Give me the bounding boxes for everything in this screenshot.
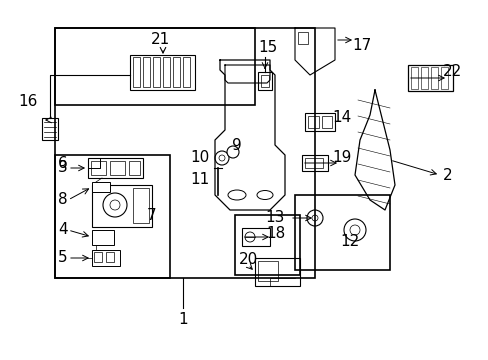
Bar — [242, 228, 269, 246]
Bar — [92, 182, 110, 192]
Bar — [321, 116, 331, 128]
Bar — [258, 261, 278, 281]
Bar — [153, 57, 160, 87]
Bar — [88, 158, 142, 178]
Ellipse shape — [343, 219, 365, 241]
Text: 2: 2 — [442, 167, 452, 183]
Bar — [42, 118, 58, 140]
Text: 20: 20 — [238, 252, 257, 267]
Bar — [254, 258, 299, 286]
Text: 11: 11 — [190, 172, 209, 188]
Text: 16: 16 — [18, 94, 38, 109]
Text: 5: 5 — [58, 251, 68, 266]
Text: 3: 3 — [58, 161, 68, 175]
Bar — [133, 57, 140, 87]
Bar — [129, 161, 140, 175]
Circle shape — [306, 210, 323, 226]
Bar — [305, 113, 334, 131]
Bar — [55, 28, 254, 105]
Bar — [440, 67, 447, 89]
Bar — [92, 250, 120, 266]
Bar — [55, 28, 314, 278]
Text: 9: 9 — [232, 138, 242, 153]
Bar — [55, 155, 170, 278]
Text: 7: 7 — [147, 207, 157, 222]
Bar — [235, 215, 299, 275]
Bar — [302, 155, 327, 171]
Text: 8: 8 — [58, 193, 68, 207]
Bar — [163, 57, 170, 87]
Bar — [94, 252, 102, 262]
Text: 21: 21 — [150, 32, 169, 48]
Bar — [130, 55, 195, 90]
Bar — [297, 32, 307, 44]
Text: 6: 6 — [58, 156, 68, 171]
Bar — [261, 75, 268, 87]
Bar — [133, 188, 149, 223]
Circle shape — [215, 151, 228, 165]
Bar — [407, 65, 452, 91]
Bar — [92, 185, 152, 227]
Bar — [305, 158, 323, 168]
Bar — [91, 161, 106, 175]
Text: 14: 14 — [332, 109, 351, 125]
Bar — [142, 57, 150, 87]
Text: 4: 4 — [58, 222, 68, 238]
Bar — [183, 57, 190, 87]
Text: 12: 12 — [340, 234, 359, 249]
Bar — [258, 72, 271, 90]
Text: 15: 15 — [258, 40, 277, 54]
Bar — [410, 67, 417, 89]
Bar — [430, 67, 437, 89]
Bar — [307, 116, 318, 128]
Text: 13: 13 — [265, 211, 284, 225]
Bar — [173, 57, 180, 87]
Bar — [106, 252, 114, 262]
Text: 10: 10 — [190, 149, 209, 165]
Circle shape — [226, 146, 239, 158]
Bar — [294, 195, 389, 270]
Bar — [110, 161, 125, 175]
Text: 1: 1 — [178, 312, 187, 328]
Bar — [420, 67, 427, 89]
Text: 17: 17 — [352, 37, 371, 53]
Text: 22: 22 — [442, 64, 461, 80]
Text: 19: 19 — [332, 150, 351, 166]
Bar — [92, 230, 114, 245]
Text: 18: 18 — [266, 225, 285, 240]
